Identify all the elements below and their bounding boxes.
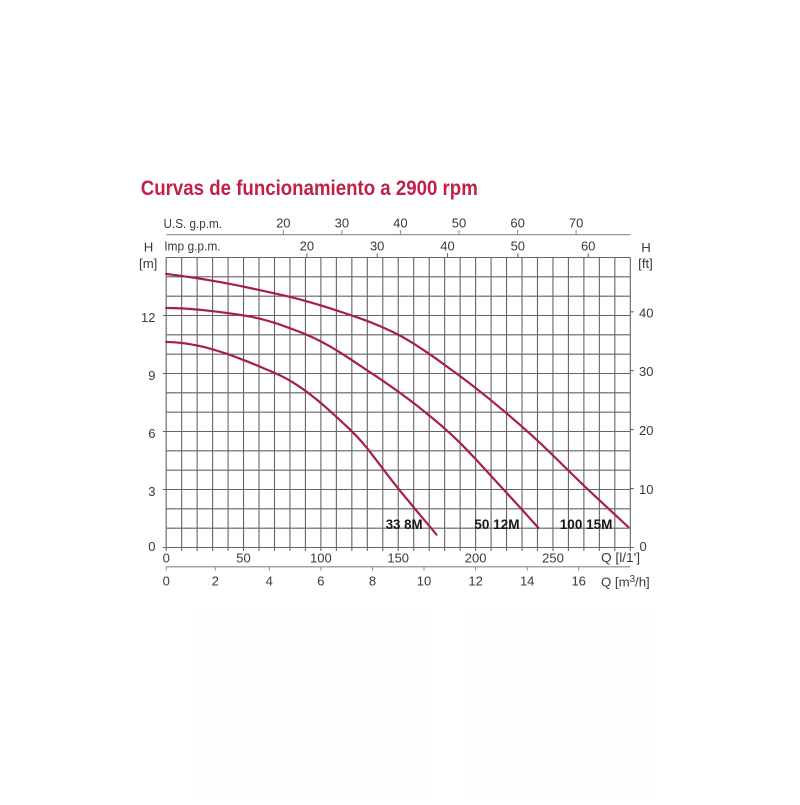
svg-text:9: 9 <box>148 368 155 383</box>
svg-text:6: 6 <box>148 426 155 441</box>
svg-text:4: 4 <box>266 573 273 588</box>
svg-text:14: 14 <box>520 573 534 588</box>
svg-text:70: 70 <box>569 216 583 231</box>
svg-text:50: 50 <box>511 238 525 253</box>
svg-text:2: 2 <box>212 573 219 588</box>
svg-text:60: 60 <box>510 216 524 231</box>
svg-text:250: 250 <box>542 551 564 566</box>
svg-text:H: H <box>641 240 651 255</box>
svg-text:[ft]: [ft] <box>638 256 653 271</box>
svg-text:50 12M: 50 12M <box>474 517 519 532</box>
svg-text:12: 12 <box>468 573 482 588</box>
svg-text:Imp g.p.m.: Imp g.p.m. <box>164 238 221 253</box>
svg-text:12: 12 <box>141 310 155 325</box>
svg-text:50: 50 <box>452 216 466 231</box>
svg-text:33 8M: 33 8M <box>386 517 423 532</box>
svg-text:0: 0 <box>148 539 155 554</box>
svg-text:30: 30 <box>370 238 384 253</box>
svg-text:40: 40 <box>639 306 653 321</box>
svg-text:10: 10 <box>639 482 653 497</box>
svg-text:30: 30 <box>335 216 349 231</box>
svg-text:6: 6 <box>317 573 324 588</box>
svg-text:0: 0 <box>163 551 170 566</box>
svg-text:U.S. g.p.m.: U.S. g.p.m. <box>164 216 223 231</box>
svg-text:200: 200 <box>465 551 487 566</box>
svg-text:20: 20 <box>300 238 314 253</box>
svg-text:0: 0 <box>163 573 170 588</box>
svg-text:[m]: [m] <box>139 256 157 271</box>
svg-text:30: 30 <box>639 364 653 379</box>
svg-text:Q [m3/h]: Q [m3/h] <box>601 574 650 590</box>
svg-text:20: 20 <box>276 216 290 231</box>
svg-text:3: 3 <box>148 484 155 499</box>
svg-text:0: 0 <box>640 539 647 554</box>
svg-text:Curvas de funcionamiento a 290: Curvas de funcionamiento a 2900 rpm <box>141 176 478 200</box>
svg-text:100 15M: 100 15M <box>560 517 613 532</box>
svg-text:40: 40 <box>440 238 454 253</box>
svg-text:10: 10 <box>417 573 431 588</box>
svg-text:60: 60 <box>581 238 595 253</box>
svg-text:100: 100 <box>310 551 332 566</box>
svg-text:Q [l/1']: Q [l/1'] <box>601 550 640 565</box>
svg-text:H: H <box>144 240 154 255</box>
svg-text:8: 8 <box>369 573 376 588</box>
svg-text:50: 50 <box>236 551 250 566</box>
svg-text:20: 20 <box>639 423 653 438</box>
svg-text:150: 150 <box>387 551 409 566</box>
svg-text:40: 40 <box>393 216 407 231</box>
svg-text:16: 16 <box>571 573 585 588</box>
